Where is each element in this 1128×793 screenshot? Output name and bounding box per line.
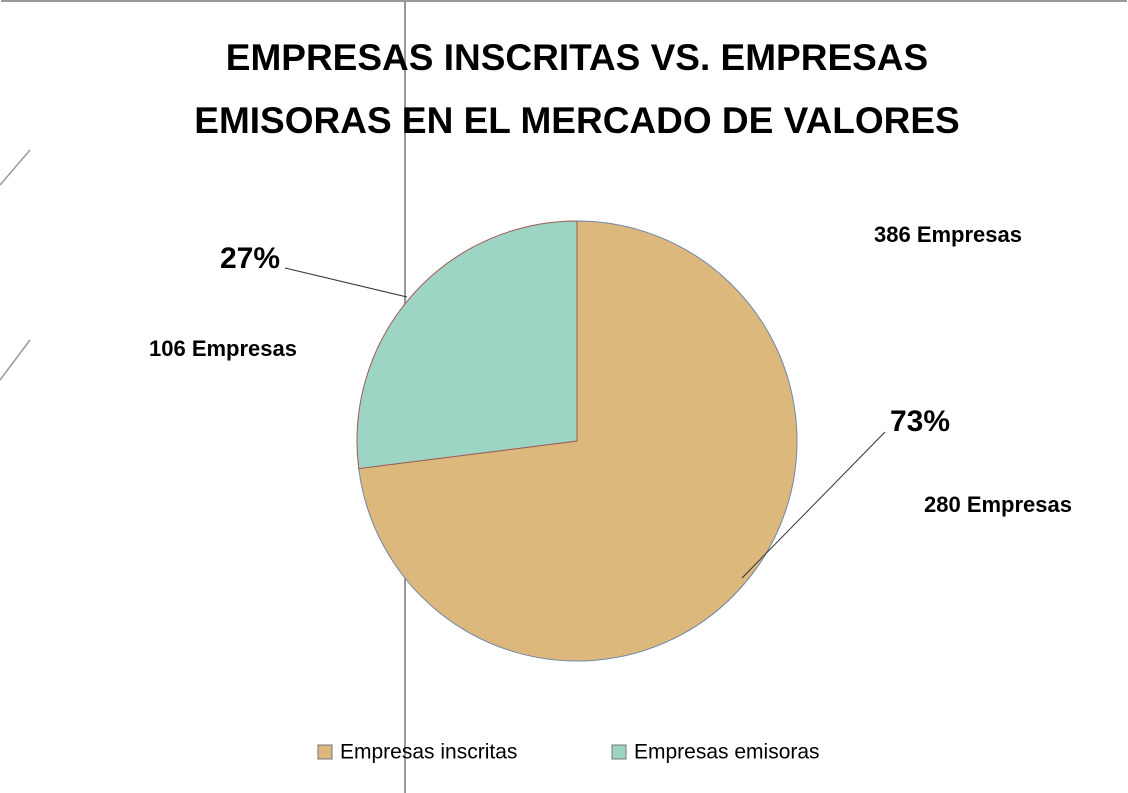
legend-label: Empresas emisoras xyxy=(634,741,820,764)
value-label: 27% xyxy=(220,242,280,275)
annotation: 106 Empresas xyxy=(149,336,297,361)
chart-title: EMISORAS EN EL MERCADO DE VALORES xyxy=(194,100,959,141)
annotation: 386 Empresas xyxy=(874,222,1022,247)
chart-title: EMPRESAS INSCRITAS VS. EMPRESAS xyxy=(226,37,928,78)
annotation: 280 Empresas xyxy=(924,492,1072,517)
leader-line xyxy=(741,431,886,579)
legend-swatch xyxy=(317,744,333,760)
value-label: 73% xyxy=(890,405,950,438)
decoration xyxy=(0,149,31,381)
legend-swatch xyxy=(611,744,627,760)
pie-slice xyxy=(358,220,798,662)
leader-line xyxy=(284,267,408,298)
pie-slice xyxy=(356,220,578,470)
legend-label: Empresas inscritas xyxy=(340,741,517,764)
